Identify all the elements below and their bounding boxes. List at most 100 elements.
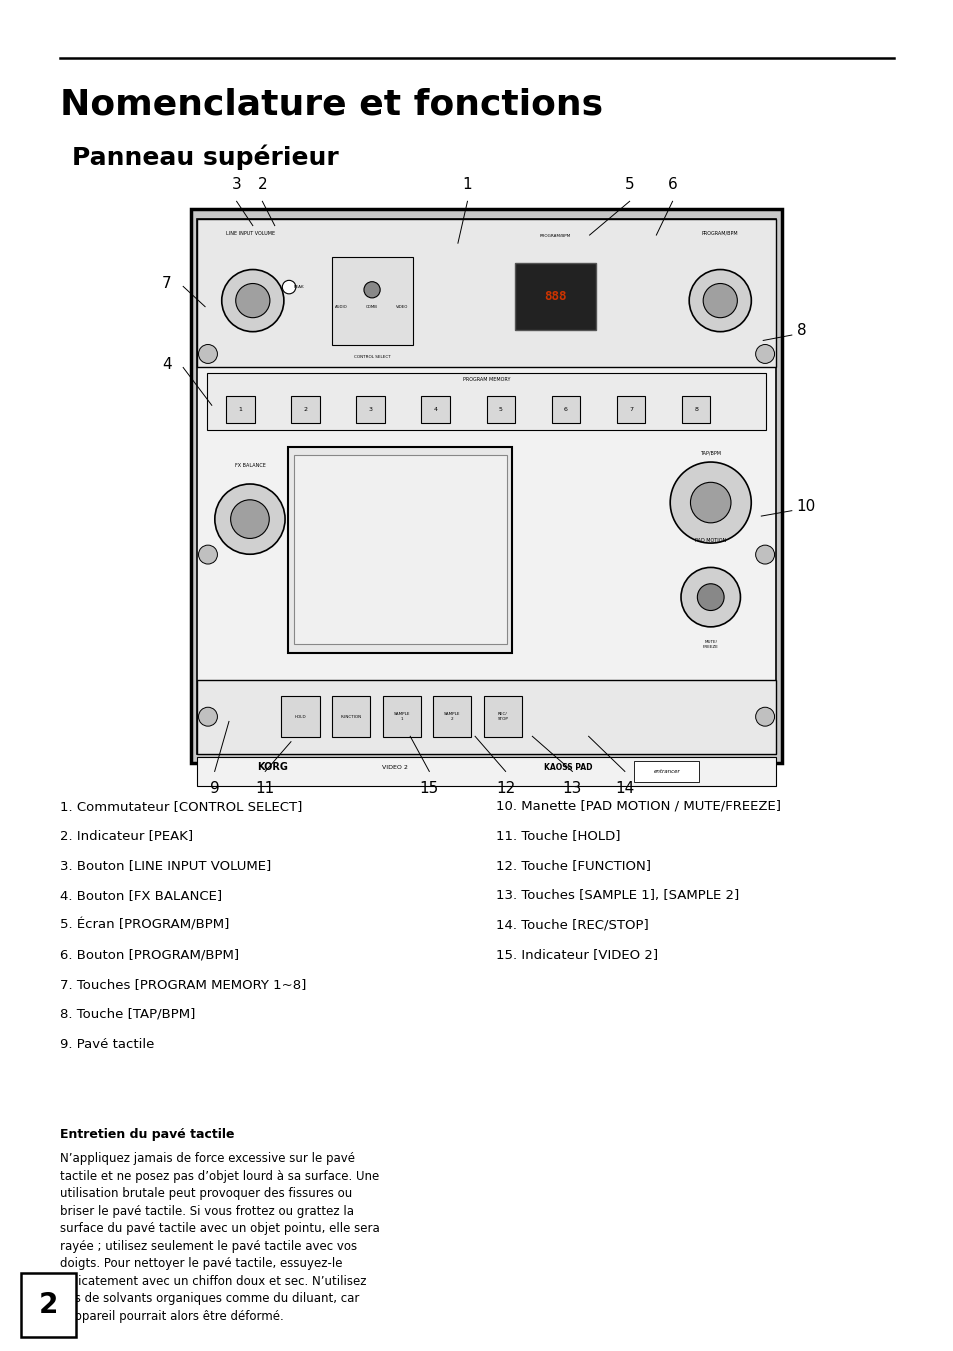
Text: 10. Manette [PAD MOTION / MUTE/FREEZE]: 10. Manette [PAD MOTION / MUTE/FREEZE] [496,800,781,813]
Ellipse shape [282,281,295,295]
Ellipse shape [221,270,284,332]
Text: REC/
STOP: REC/ STOP [497,712,508,721]
Text: 1: 1 [238,407,242,412]
Text: FUNCTION: FUNCTION [340,715,361,719]
Text: PEAK: PEAK [294,285,304,289]
Text: PROGRAM/BPM: PROGRAM/BPM [701,231,738,236]
Text: HOLD: HOLD [294,715,306,719]
Text: Panneau supérieur: Panneau supérieur [71,145,338,170]
Bar [382,697,420,738]
Text: entrancer: entrancer [653,769,679,774]
Text: PROGRAM/BPM: PROGRAM/BPM [539,234,571,238]
Bar [281,697,319,738]
Text: TAP/BPM: TAP/BPM [700,450,720,455]
Bar [288,447,512,653]
Text: 12. Touche [FUNCTION]: 12. Touche [FUNCTION] [496,859,650,873]
Ellipse shape [670,462,750,543]
Ellipse shape [755,345,774,363]
Ellipse shape [755,546,774,565]
Text: SAMPLE
1: SAMPLE 1 [393,712,410,721]
Bar [197,219,775,754]
Text: 1. Commutateur [CONTROL SELECT]: 1. Commutateur [CONTROL SELECT] [60,800,302,813]
Text: 14: 14 [615,781,634,796]
Text: 1: 1 [462,177,472,192]
Text: 5: 5 [624,177,634,192]
Text: LINE INPUT VOLUME: LINE INPUT VOLUME [226,231,275,236]
Ellipse shape [198,546,217,565]
Bar [191,209,781,763]
Text: 6: 6 [563,407,567,412]
Bar [355,396,384,423]
Text: 4: 4 [162,357,172,373]
Text: CONTROL SELECT: CONTROL SELECT [354,355,390,359]
Text: 13. Touches [SAMPLE 1], [SAMPLE 2]: 13. Touches [SAMPLE 1], [SAMPLE 2] [496,889,739,902]
Text: 7: 7 [628,407,633,412]
Bar [332,257,413,345]
Text: SAMPLE
2: SAMPLE 2 [443,712,460,721]
Bar [551,396,579,423]
Ellipse shape [680,567,740,627]
Text: 3: 3 [232,177,241,192]
Text: 12: 12 [496,781,515,796]
Ellipse shape [198,708,217,727]
Text: PROGRAM MEMORY: PROGRAM MEMORY [462,377,510,382]
Ellipse shape [198,345,217,363]
Bar [515,263,596,331]
Text: 2. Indicateur [PEAK]: 2. Indicateur [PEAK] [60,830,193,843]
Bar [634,761,699,782]
Bar [207,373,765,430]
Text: 7. Touches [PROGRAM MEMORY 1~8]: 7. Touches [PROGRAM MEMORY 1~8] [60,978,306,992]
Text: Nomenclature et fonctions: Nomenclature et fonctions [60,88,602,122]
Text: 5: 5 [498,407,502,412]
Text: 2: 2 [303,407,307,412]
Text: VIDEO 2: VIDEO 2 [381,765,407,770]
Text: 7: 7 [162,276,172,292]
Bar [332,697,370,738]
Bar [616,396,644,423]
Text: 9. Pavé tactile: 9. Pavé tactile [60,1038,154,1051]
Text: 2: 2 [39,1292,58,1319]
Text: 3: 3 [368,407,373,412]
Text: KORG: KORG [257,762,288,771]
Text: KAOSS PAD: KAOSS PAD [543,763,592,773]
Ellipse shape [690,482,730,523]
Bar [197,680,775,754]
Ellipse shape [697,584,723,611]
Text: 888: 888 [544,290,566,303]
Text: N’appliquez jamais de force excessive sur le pavé
tactile et ne posez pas d’obje: N’appliquez jamais de force excessive su… [60,1152,379,1323]
Text: FX BALANCE: FX BALANCE [234,463,265,467]
Ellipse shape [702,284,737,317]
Bar [197,757,775,786]
Ellipse shape [231,500,269,539]
Ellipse shape [688,270,751,332]
Text: PAD MOTION: PAD MOTION [695,538,725,543]
Text: 5. Écran [PROGRAM/BPM]: 5. Écran [PROGRAM/BPM] [60,919,230,932]
Ellipse shape [214,484,285,554]
Bar [421,396,450,423]
Bar [294,455,506,644]
Text: 8: 8 [694,407,698,412]
Text: AUDIO: AUDIO [335,305,348,309]
Text: 10: 10 [796,499,815,515]
Bar [291,396,319,423]
Text: Entretien du pavé tactile: Entretien du pavé tactile [60,1128,234,1142]
Text: 13: 13 [562,781,581,796]
Bar [483,697,521,738]
Text: 8: 8 [796,323,805,339]
Bar [197,219,775,367]
Text: 11: 11 [255,781,274,796]
Text: 3. Bouton [LINE INPUT VOLUME]: 3. Bouton [LINE INPUT VOLUME] [60,859,271,873]
Bar [681,396,710,423]
Text: 2: 2 [257,177,267,192]
Bar [486,396,515,423]
Text: 6. Bouton [PROGRAM/BPM]: 6. Bouton [PROGRAM/BPM] [60,948,239,962]
Bar [226,396,254,423]
Text: 9: 9 [210,781,219,796]
Text: 15: 15 [419,781,438,796]
Ellipse shape [364,282,379,299]
Bar [433,697,471,738]
Text: 4. Bouton [FX BALANCE]: 4. Bouton [FX BALANCE] [60,889,222,902]
Text: VIDEO: VIDEO [396,305,408,309]
Text: 4: 4 [434,407,437,412]
Text: MUTE/
FREEZE: MUTE/ FREEZE [702,640,718,648]
